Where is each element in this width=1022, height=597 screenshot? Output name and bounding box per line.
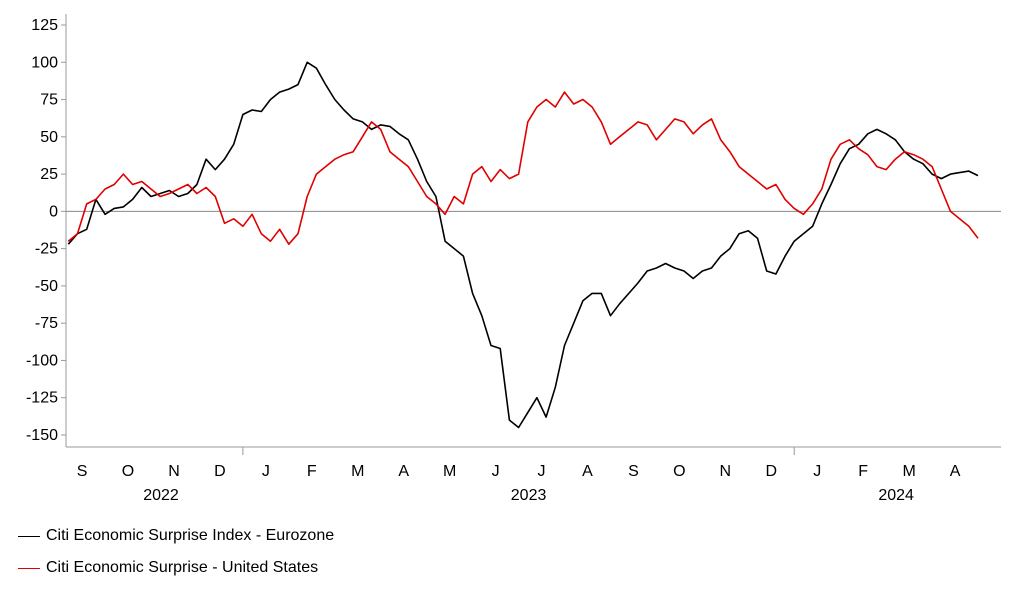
x-month-label: O bbox=[673, 463, 685, 480]
x-month-label: O bbox=[122, 463, 134, 480]
y-tick-label: 0 bbox=[49, 203, 58, 220]
x-month-label: F bbox=[307, 463, 317, 480]
y-tick-label: -125 bbox=[26, 390, 58, 407]
series-lines bbox=[67, 61, 979, 429]
series-line-us bbox=[67, 91, 979, 245]
x-month-label: F bbox=[858, 463, 868, 480]
legend-item-us: Citi Economic Surprise - United States bbox=[18, 552, 334, 584]
x-month-label: S bbox=[628, 463, 639, 480]
legend: Citi Economic Surprise Index - Eurozone … bbox=[18, 520, 334, 584]
y-tick-label: 100 bbox=[31, 54, 58, 71]
y-tick-label: -25 bbox=[35, 241, 58, 258]
x-month-label: A bbox=[398, 463, 409, 480]
x-month-label: N bbox=[720, 463, 732, 480]
y-tick-label: -150 bbox=[26, 427, 58, 444]
x-axis: S O N D J F M A M J J A S O N D J F M A 2022 2023 2024 bbox=[77, 447, 961, 504]
x-month-label: D bbox=[214, 463, 226, 480]
y-tick-label: -100 bbox=[26, 352, 58, 369]
x-year-label: 2022 bbox=[143, 487, 179, 504]
y-tick-label: 75 bbox=[40, 92, 58, 109]
x-month-label: J bbox=[492, 463, 500, 480]
axes bbox=[65, 14, 1001, 448]
legend-label-eurozone: Citi Economic Surprise Index - Eurozone bbox=[46, 527, 335, 544]
x-month-label: J bbox=[538, 463, 546, 480]
x-month-label: M bbox=[351, 463, 364, 480]
legend-swatch-eurozone bbox=[18, 535, 40, 537]
legend-swatch-us bbox=[18, 567, 40, 569]
x-month-label: S bbox=[77, 463, 88, 480]
y-tick-label: 50 bbox=[40, 129, 58, 146]
x-month-label: N bbox=[168, 463, 180, 480]
x-month-label: D bbox=[765, 463, 777, 480]
y-axis: 125 100 75 50 25 0 -25 -50 -75 -100 -125 -150 bbox=[26, 17, 66, 444]
y-tick-label: 125 bbox=[31, 17, 58, 34]
x-month-label: M bbox=[443, 463, 456, 480]
legend-label-us: Citi Economic Surprise - United States bbox=[46, 559, 319, 576]
y-tick-label: -50 bbox=[35, 278, 58, 295]
y-tick-label: -75 bbox=[35, 315, 58, 332]
legend-item-eurozone: Citi Economic Surprise Index - Eurozone bbox=[18, 520, 334, 552]
x-year-label: 2023 bbox=[511, 487, 547, 504]
series-line-eurozone bbox=[67, 61, 979, 429]
x-month-label: M bbox=[902, 463, 915, 480]
x-year-label: 2024 bbox=[878, 487, 914, 504]
x-month-label: J bbox=[262, 463, 270, 480]
x-month-label: A bbox=[582, 463, 593, 480]
x-month-label: A bbox=[950, 463, 961, 480]
x-month-label: J bbox=[813, 463, 821, 480]
y-tick-label: 25 bbox=[40, 166, 58, 183]
